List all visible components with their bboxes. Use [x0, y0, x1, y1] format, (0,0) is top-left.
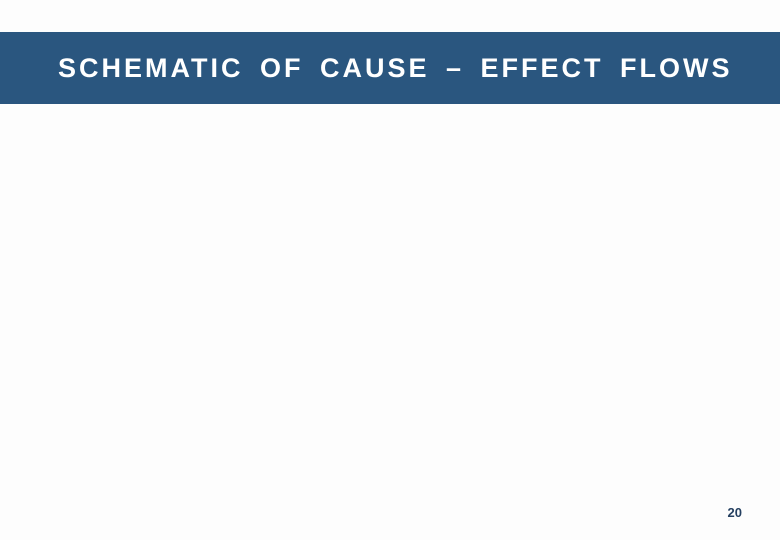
slide-title: SCHEMATIC OF CAUSE – EFFECT FLOWS — [58, 53, 733, 84]
title-banner: SCHEMATIC OF CAUSE – EFFECT FLOWS — [0, 32, 780, 104]
page-number: 20 — [728, 505, 742, 520]
